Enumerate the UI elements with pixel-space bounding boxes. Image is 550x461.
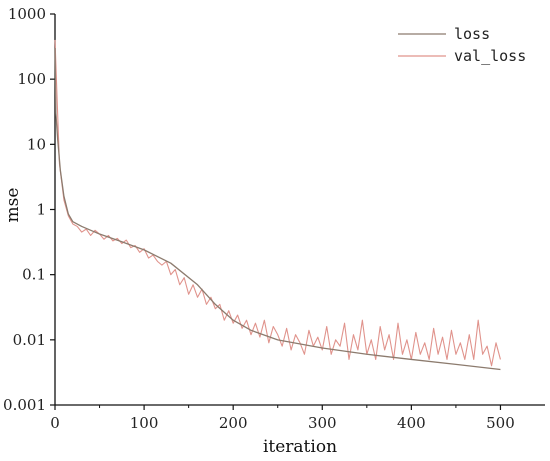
legend-label-loss: loss	[454, 25, 490, 43]
y-tick-label: 100	[17, 70, 46, 88]
x-tick-label: 200	[219, 414, 248, 432]
legend: loss val_loss	[398, 25, 526, 65]
series-layer	[54, 39, 501, 371]
x-axis-title: iteration	[263, 437, 337, 457]
series-line-loss	[54, 48, 501, 371]
x-tick-label: 500	[486, 414, 515, 432]
x-tick-label: 100	[130, 414, 159, 432]
legend-label-val-loss: val_loss	[454, 47, 526, 65]
y-tick-label: 10	[27, 135, 46, 153]
y-axis-title: mse	[3, 188, 23, 223]
series-line-val-loss	[54, 39, 501, 367]
y-tick-label: 0.1	[22, 266, 46, 284]
y-tick-label: 0.001	[3, 396, 46, 414]
x-tick-label: 300	[308, 414, 337, 432]
y-tick-label: 1000	[8, 5, 46, 23]
x-tick-label: 0	[50, 414, 60, 432]
y-tick-label: 1	[36, 201, 46, 219]
y-axis-ticks: 0.001 0.01 0.1 1 10 100 1000	[3, 5, 55, 414]
y-tick-label: 0.01	[13, 331, 46, 349]
x-tick-label: 400	[397, 414, 426, 432]
x-axis-ticks: 0 100 200 300 400 500	[50, 405, 515, 432]
